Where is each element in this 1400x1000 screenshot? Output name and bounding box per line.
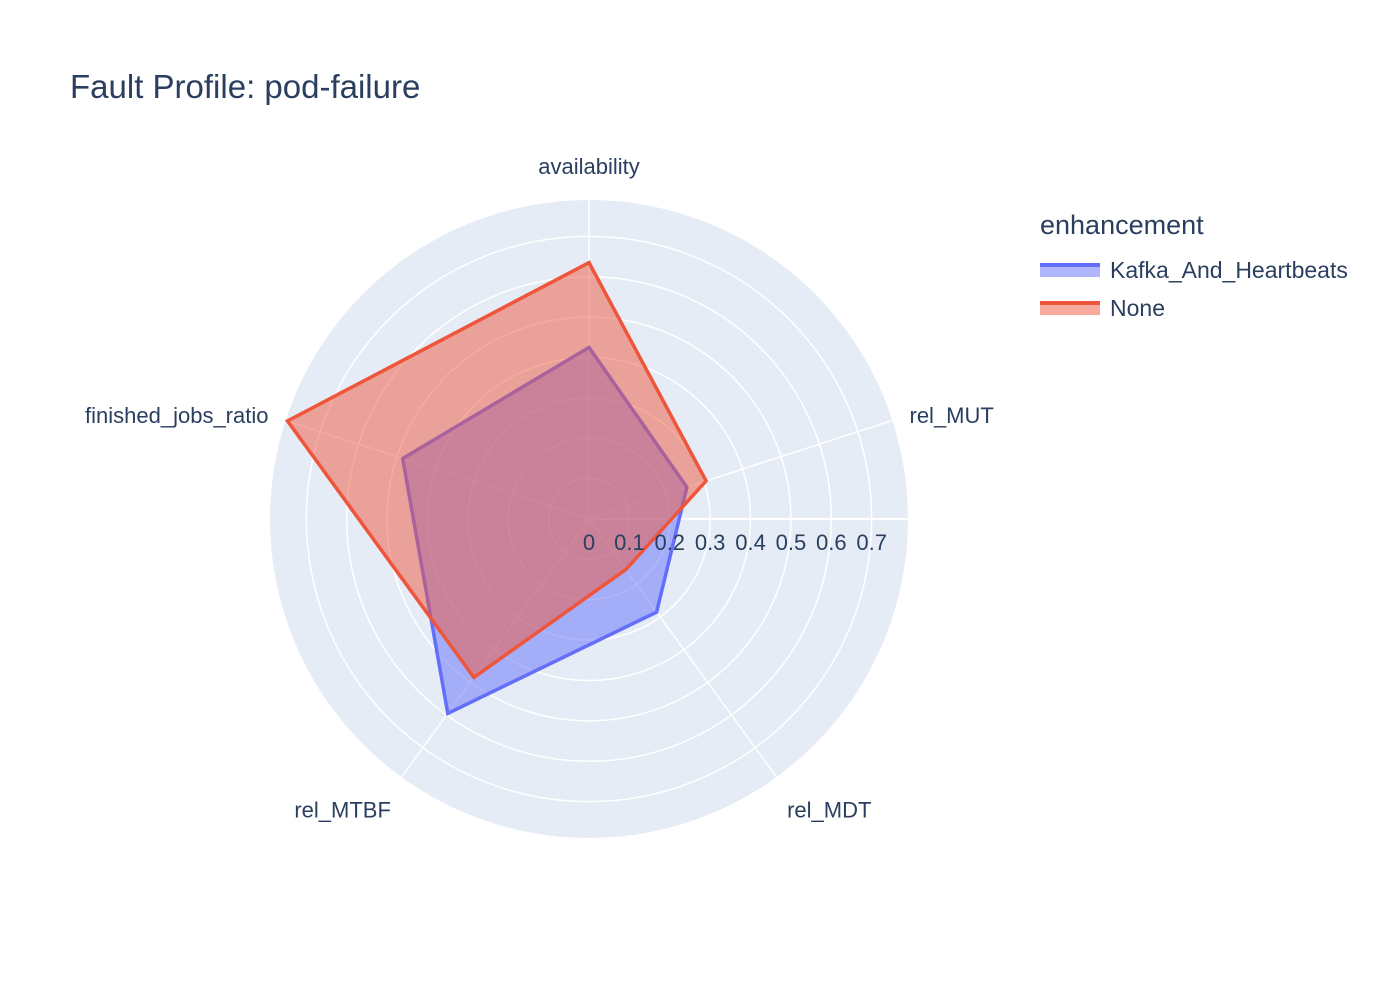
legend-label-kafka: Kafka_And_Heartbeats bbox=[1110, 256, 1348, 283]
axis-label-rel_MDT: rel_MDT bbox=[787, 798, 871, 823]
legend: enhancement Kafka_And_Heartbeats None bbox=[1040, 210, 1348, 327]
legend-swatch-kafka bbox=[1040, 263, 1100, 277]
radial-tick-label-0.5: 0.5 bbox=[776, 530, 807, 555]
radial-tick-label-0.2: 0.2 bbox=[654, 530, 685, 555]
radial-tick-label-0.3: 0.3 bbox=[695, 530, 726, 555]
radial-tick-label-0.6: 0.6 bbox=[816, 530, 847, 555]
legend-item-none[interactable]: None bbox=[1040, 289, 1348, 327]
legend-label-none: None bbox=[1110, 294, 1165, 321]
legend-swatch-none bbox=[1040, 301, 1100, 315]
axis-label-rel_MUT: rel_MUT bbox=[910, 403, 994, 428]
radial-tick-label-0.4: 0.4 bbox=[735, 530, 766, 555]
radial-tick-label-0: 0 bbox=[583, 530, 595, 555]
axis-label-rel_MTBF: rel_MTBF bbox=[294, 798, 391, 823]
legend-item-kafka[interactable]: Kafka_And_Heartbeats bbox=[1040, 251, 1348, 289]
axis-label-availability: availability bbox=[538, 154, 640, 179]
axis-label-finished_jobs_ratio: finished_jobs_ratio bbox=[85, 403, 268, 428]
series-area-None bbox=[284, 260, 709, 680]
chart-title: Fault Profile: pod-failure bbox=[70, 68, 421, 105]
legend-title: enhancement bbox=[1040, 210, 1204, 240]
radial-tick-label-0.1: 0.1 bbox=[614, 530, 645, 555]
radial-tick-label-0.7: 0.7 bbox=[856, 530, 887, 555]
